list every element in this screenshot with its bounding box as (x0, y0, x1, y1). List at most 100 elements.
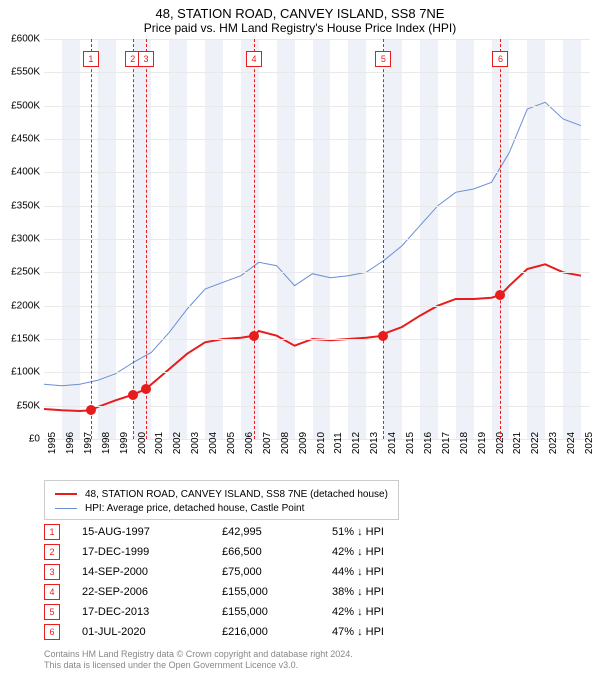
sale-dot (495, 290, 505, 300)
row-date: 14-SEP-2000 (82, 566, 222, 578)
x-axis-label: 2018 (459, 432, 470, 454)
footer-line: Contains HM Land Registry data © Crown c… (44, 649, 353, 661)
chart-subtitle: Price paid vs. HM Land Registry's House … (0, 21, 600, 39)
row-index: 6 (44, 624, 60, 640)
legend-box: 48, STATION ROAD, CANVEY ISLAND, SS8 7NE… (44, 480, 399, 520)
x-axis-label: 2009 (298, 432, 309, 454)
row-date: 15-AUG-1997 (82, 526, 222, 538)
y-gridline (44, 72, 590, 73)
row-pct: 42% ↓ HPI (332, 546, 452, 558)
sale-event-marker: 5 (375, 51, 391, 67)
row-date: 17-DEC-2013 (82, 606, 222, 618)
sale-event-line (146, 39, 147, 439)
x-axis-label: 2022 (530, 432, 541, 454)
sale-event-marker: 3 (138, 51, 154, 67)
x-axis-label: 2004 (208, 432, 219, 454)
y-gridline (44, 239, 590, 240)
row-pct: 51% ↓ HPI (332, 526, 452, 538)
row-pct: 47% ↓ HPI (332, 626, 452, 638)
y-axis-label: £250K (0, 267, 40, 278)
legend-swatch (55, 508, 77, 509)
x-axis-label: 2012 (351, 432, 362, 454)
y-gridline (44, 372, 590, 373)
sale-dot (128, 390, 138, 400)
x-axis-label: 2024 (566, 432, 577, 454)
x-axis-label: 1999 (119, 432, 130, 454)
sale-event-marker: 1 (83, 51, 99, 67)
x-axis-label: 2007 (262, 432, 273, 454)
footer-attribution: Contains HM Land Registry data © Crown c… (44, 649, 353, 672)
x-axis-label: 2002 (172, 432, 183, 454)
row-pct: 38% ↓ HPI (332, 586, 452, 598)
row-index: 3 (44, 564, 60, 580)
x-axis-label: 2008 (280, 432, 291, 454)
y-gridline (44, 172, 590, 173)
sale-event-line (383, 39, 384, 439)
x-axis-label: 2003 (190, 432, 201, 454)
x-axis-label: 2021 (512, 432, 523, 454)
x-axis-label: 2019 (477, 432, 488, 454)
legend-item: 48, STATION ROAD, CANVEY ISLAND, SS8 7NE… (55, 487, 388, 501)
x-axis-label: 2011 (333, 432, 344, 454)
legend-label: HPI: Average price, detached house, Cast… (85, 503, 304, 514)
y-axis-label: £50K (0, 400, 40, 411)
y-gridline (44, 306, 590, 307)
x-axis-label: 2001 (154, 432, 165, 454)
table-row: 2 17-DEC-1999£66,50042% ↓ HPI (44, 542, 452, 562)
row-price: £155,000 (222, 606, 332, 618)
x-axis-label: 1998 (101, 432, 112, 454)
table-row: 1 15-AUG-1997£42,99551% ↓ HPI (44, 522, 452, 542)
sale-event-line (254, 39, 255, 439)
y-axis-label: £100K (0, 367, 40, 378)
y-axis-label: £300K (0, 234, 40, 245)
row-date: 01-JUL-2020 (82, 626, 222, 638)
row-price: £155,000 (222, 586, 332, 598)
legend-swatch (55, 493, 77, 495)
y-axis-label: £150K (0, 334, 40, 345)
x-axis-label: 1996 (65, 432, 76, 454)
y-axis-label: £450K (0, 134, 40, 145)
sales-table: 1 15-AUG-1997£42,99551% ↓ HPI 2 17-DEC-1999… (44, 522, 452, 642)
row-date: 22-SEP-2006 (82, 586, 222, 598)
row-price: £216,000 (222, 626, 332, 638)
y-axis-label: £350K (0, 200, 40, 211)
row-index: 1 (44, 524, 60, 540)
y-gridline (44, 406, 590, 407)
sale-event-line (91, 39, 92, 439)
plot-area: £0£50K£100K£150K£200K£250K£300K£350K£400… (44, 39, 590, 439)
sale-event-line (500, 39, 501, 439)
y-axis-label: £400K (0, 167, 40, 178)
chart-area: £0£50K£100K£150K£200K£250K£300K£350K£400… (44, 39, 590, 469)
footer-line: This data is licensed under the Open Gov… (44, 660, 353, 672)
table-row: 517-DEC-2013£155,00042% ↓ HPI (44, 602, 452, 622)
x-axis-label: 2010 (316, 432, 327, 454)
y-axis-label: £200K (0, 300, 40, 311)
y-axis-label: £500K (0, 100, 40, 111)
x-axis-label: 2005 (226, 432, 237, 454)
table-row: 314-SEP-2000£75,00044% ↓ HPI (44, 562, 452, 582)
page-root: 48, STATION ROAD, CANVEY ISLAND, SS8 7NE… (0, 0, 600, 680)
y-gridline (44, 272, 590, 273)
y-gridline (44, 139, 590, 140)
legend-item: HPI: Average price, detached house, Cast… (55, 501, 388, 515)
y-gridline (44, 106, 590, 107)
sale-dot (86, 405, 96, 415)
table-row: 6 01-JUL-2020£216,00047% ↓ HPI (44, 622, 452, 642)
row-price: £66,500 (222, 546, 332, 558)
row-pct: 42% ↓ HPI (332, 606, 452, 618)
sale-dot (249, 331, 259, 341)
x-axis-label: 2013 (369, 432, 380, 454)
y-axis-label: £600K (0, 34, 40, 45)
x-axis-label: 1995 (47, 432, 58, 454)
sale-event-marker: 6 (492, 51, 508, 67)
chart-title: 48, STATION ROAD, CANVEY ISLAND, SS8 7NE (0, 0, 600, 21)
y-gridline (44, 39, 590, 40)
y-axis-label: £0 (0, 434, 40, 445)
row-price: £42,995 (222, 526, 332, 538)
row-index: 4 (44, 584, 60, 600)
row-index: 2 (44, 544, 60, 560)
y-gridline (44, 339, 590, 340)
x-axis-label: 2015 (405, 432, 416, 454)
x-axis-label: 1997 (83, 432, 94, 454)
row-date: 17-DEC-1999 (82, 546, 222, 558)
